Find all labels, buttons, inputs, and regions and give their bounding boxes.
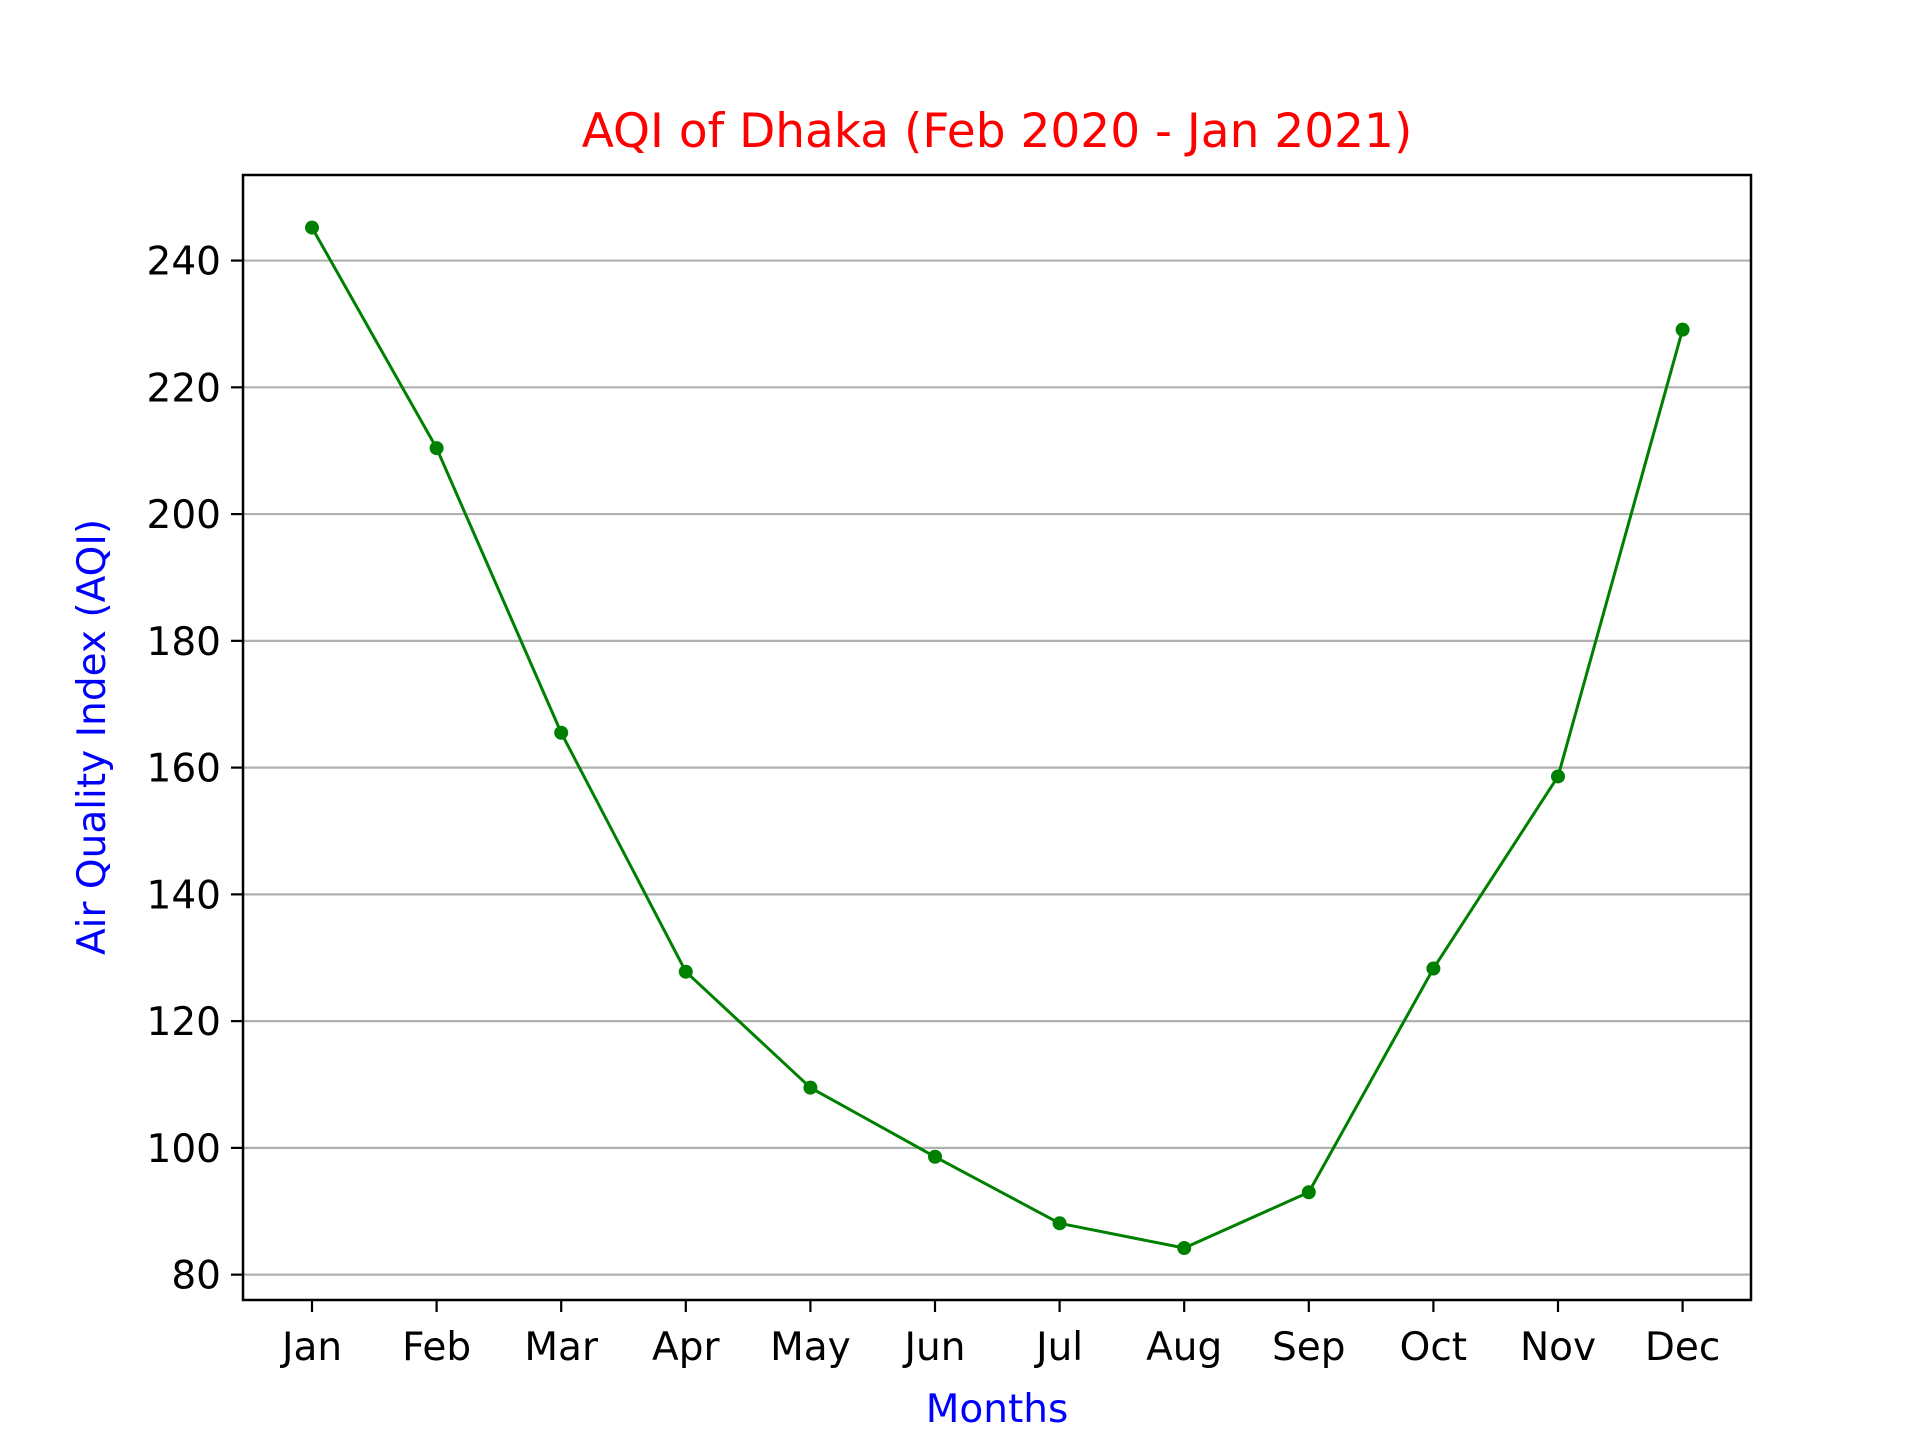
data-point-nov <box>1551 769 1565 784</box>
x-tick-label-sep: Sep <box>1272 1325 1346 1370</box>
x-axis: Jan Feb Mar Apr May Jun Jul Aug Sep Oct Nov Dec <box>279 1300 1720 1370</box>
data-point-mar <box>554 725 569 740</box>
chart-title: AQI of Dhaka (Feb 2020 - Jan 2021) <box>582 104 1413 159</box>
data-point-jul <box>1052 1216 1067 1231</box>
x-tick-label-may: May <box>770 1325 851 1370</box>
data-point-feb <box>429 441 444 456</box>
x-tick-label-jun: Jun <box>902 1325 966 1370</box>
y-tick-label: 180 <box>147 620 221 665</box>
y-tick-label: 160 <box>147 747 221 792</box>
y-tick-label: 240 <box>147 240 221 285</box>
x-tick-label-dec: Dec <box>1645 1325 1720 1370</box>
x-tick-label-aug: Aug <box>1146 1325 1222 1370</box>
data-point-dec <box>1675 322 1690 337</box>
data-point-aug <box>1177 1241 1192 1256</box>
series-line <box>310 226 1685 1250</box>
x-tick-label-jul: Jul <box>1033 1325 1083 1370</box>
data-point-jun <box>928 1149 942 1164</box>
y-axis-title: Air Quality Index (AQI) <box>70 519 115 955</box>
y-tick-label: 120 <box>147 1000 221 1045</box>
y-tick-label: 140 <box>147 873 221 918</box>
x-tick-label-feb: Feb <box>402 1325 471 1370</box>
x-tick-label-oct: Oct <box>1400 1325 1467 1370</box>
x-tick-label-apr: Apr <box>652 1325 720 1370</box>
grid-lines <box>243 259 1751 1276</box>
x-tick-label-mar: Mar <box>524 1325 599 1370</box>
x-axis-title: Months <box>926 1387 1069 1432</box>
y-tick-label: 80 <box>171 1254 221 1299</box>
x-tick-label-nov: Nov <box>1520 1325 1596 1370</box>
plot-frame <box>241 173 1753 1302</box>
data-point-may <box>803 1080 818 1095</box>
y-tick-label: 220 <box>147 366 221 411</box>
y-axis: 80 100 120 140 160 180 200 220 240 <box>147 240 243 1299</box>
series-group <box>305 220 1690 1256</box>
data-point-jan <box>305 220 319 235</box>
data-point-apr <box>678 964 693 979</box>
data-point-oct <box>1426 961 1441 976</box>
x-tick-label-jan: Jan <box>279 1325 342 1370</box>
y-tick-label: 200 <box>147 493 221 538</box>
y-tick-label: 100 <box>147 1127 221 1172</box>
data-point-sep <box>1301 1185 1316 1200</box>
